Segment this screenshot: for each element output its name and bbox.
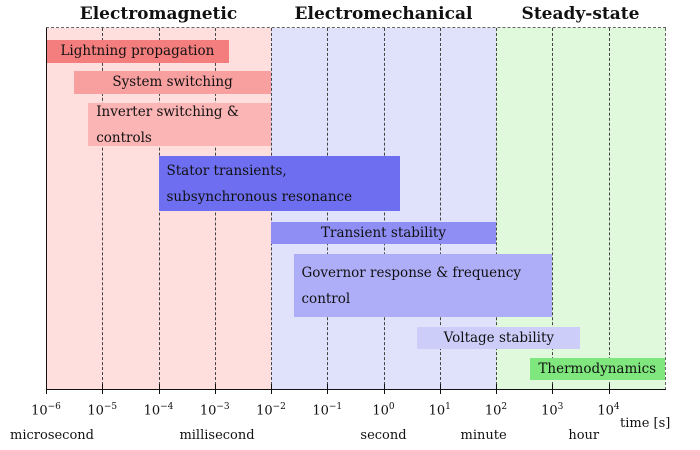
unit-label-millisecond: millisecond: [179, 428, 255, 443]
tick-power: 0: [388, 402, 395, 412]
bar-label-thermodynamics: Thermodynamics: [538, 358, 656, 381]
x-tick-label: 100: [372, 402, 394, 418]
tick-power: 4: [613, 402, 620, 412]
tick-base: 10: [428, 403, 446, 419]
x-tick-mark: [271, 384, 272, 394]
x-tick-mark: [608, 384, 610, 394]
unit-label-second: second: [360, 428, 407, 443]
x-tick-label: 104: [597, 402, 619, 418]
bar-inverter-switching: Inverter switching & controls: [88, 103, 271, 146]
unit-label-hour: hour: [568, 428, 600, 443]
bar-label-line: control: [301, 290, 351, 307]
tick-base: 10: [484, 403, 502, 419]
tick-power: 3: [557, 402, 564, 412]
bar-voltage-stability: Voltage stability: [417, 327, 581, 350]
bar-label-line: Transient stability: [321, 224, 446, 241]
x-tick-mark: [102, 384, 104, 394]
right-border: [665, 28, 666, 390]
gridline: [496, 28, 497, 390]
top-border: [46, 27, 666, 28]
gridline: [552, 28, 554, 390]
bar-label-transient-stability: Transient stability: [321, 222, 446, 245]
tick-power: −3: [216, 402, 230, 412]
tick-base: 10: [199, 403, 217, 419]
bar-label-governor-response: Governor response & frequency control: [302, 260, 522, 312]
tick-power: −1: [328, 402, 343, 412]
bar-label-line: Governor response & frequency: [301, 264, 522, 281]
x-tick-mark: [383, 384, 385, 394]
bar-stator-transients: Stator transients, subsynchronous resonan…: [158, 156, 401, 211]
region-title-electromagnetic: Electromagnetic: [79, 4, 238, 24]
x-tick-mark: [552, 384, 554, 394]
x-tick-label: 10−1: [312, 402, 342, 418]
bar-label-line: subsynchronous resonance: [166, 188, 353, 205]
x-tick-mark: [439, 384, 441, 394]
bar-label-line: Inverter switching &: [96, 103, 239, 120]
bar-transient-stability: Transient stability: [271, 222, 496, 244]
tick-base: 10: [597, 403, 614, 419]
x-tick-label: 10−4: [144, 402, 174, 418]
bar-lightning-propagation: Lightning propagation: [46, 40, 229, 63]
tick-power: 2: [501, 402, 508, 412]
x-tick-label: 10−5: [87, 402, 117, 418]
bar-governor-response: Governor response & frequency control: [293, 254, 553, 317]
x-tick-label: 10−3: [200, 402, 230, 418]
x-tick-mark: [46, 384, 47, 394]
tick-power: −6: [47, 402, 61, 412]
gridline: [439, 28, 441, 390]
tick-power: −5: [103, 402, 118, 412]
gridline: [102, 28, 104, 390]
unit-label-microsecond: microsecond: [10, 428, 94, 443]
x-tick-mark: [158, 384, 160, 394]
bar-label-line: Stator transients,: [166, 162, 287, 179]
bar-label-stator-transients: Stator transients, subsynchronous resonan…: [167, 158, 353, 210]
x-axis-title: time [s]: [620, 416, 671, 431]
tick-base: 10: [541, 403, 558, 419]
bar-label-lightning-propagation: Lightning propagation: [60, 40, 214, 63]
x-tick-label: 102: [485, 402, 507, 418]
x-tick-label: 103: [541, 402, 563, 418]
tick-power: 1: [445, 402, 451, 412]
x-tick-mark: [496, 384, 497, 394]
x-tick-label: 10−6: [31, 402, 61, 418]
tick-base: 10: [87, 403, 104, 419]
y-axis-line: [46, 28, 47, 390]
tick-base: 10: [312, 403, 329, 419]
tick-base: 10: [372, 403, 389, 419]
x-tick-mark: [327, 384, 329, 394]
tick-base: 10: [143, 403, 161, 419]
bar-label-system-switching: System switching: [112, 71, 232, 94]
tick-base: 10: [256, 403, 273, 419]
x-tick-mark: [214, 384, 216, 394]
bar-label-line: controls: [96, 129, 152, 146]
region-title-steady-state: Steady-state: [521, 4, 640, 24]
bar-label-voltage-stability: Voltage stability: [444, 327, 554, 350]
bar-label-line: Thermodynamics: [538, 360, 657, 377]
x-tick-label: 10−2: [256, 402, 286, 418]
bar-label-line: Voltage stability: [443, 329, 555, 346]
x-axis-line: [46, 389, 666, 390]
unit-label-minute: minute: [460, 428, 507, 443]
tick-power: −2: [272, 402, 286, 412]
region-title-electromechanical: Electromechanical: [294, 4, 473, 24]
bar-system-switching: System switching: [74, 71, 271, 94]
gridline: [608, 28, 610, 390]
bar-label-inverter-switching: Inverter switching & controls: [96, 99, 239, 151]
bar-thermodynamics: Thermodynamics: [529, 358, 665, 381]
x-tick-label: 101: [429, 402, 451, 418]
bar-label-line: Lightning propagation: [60, 43, 215, 59]
bar-label-line: System switching: [112, 74, 233, 90]
tick-power: −4: [160, 402, 174, 412]
tick-base: 10: [31, 403, 48, 419]
